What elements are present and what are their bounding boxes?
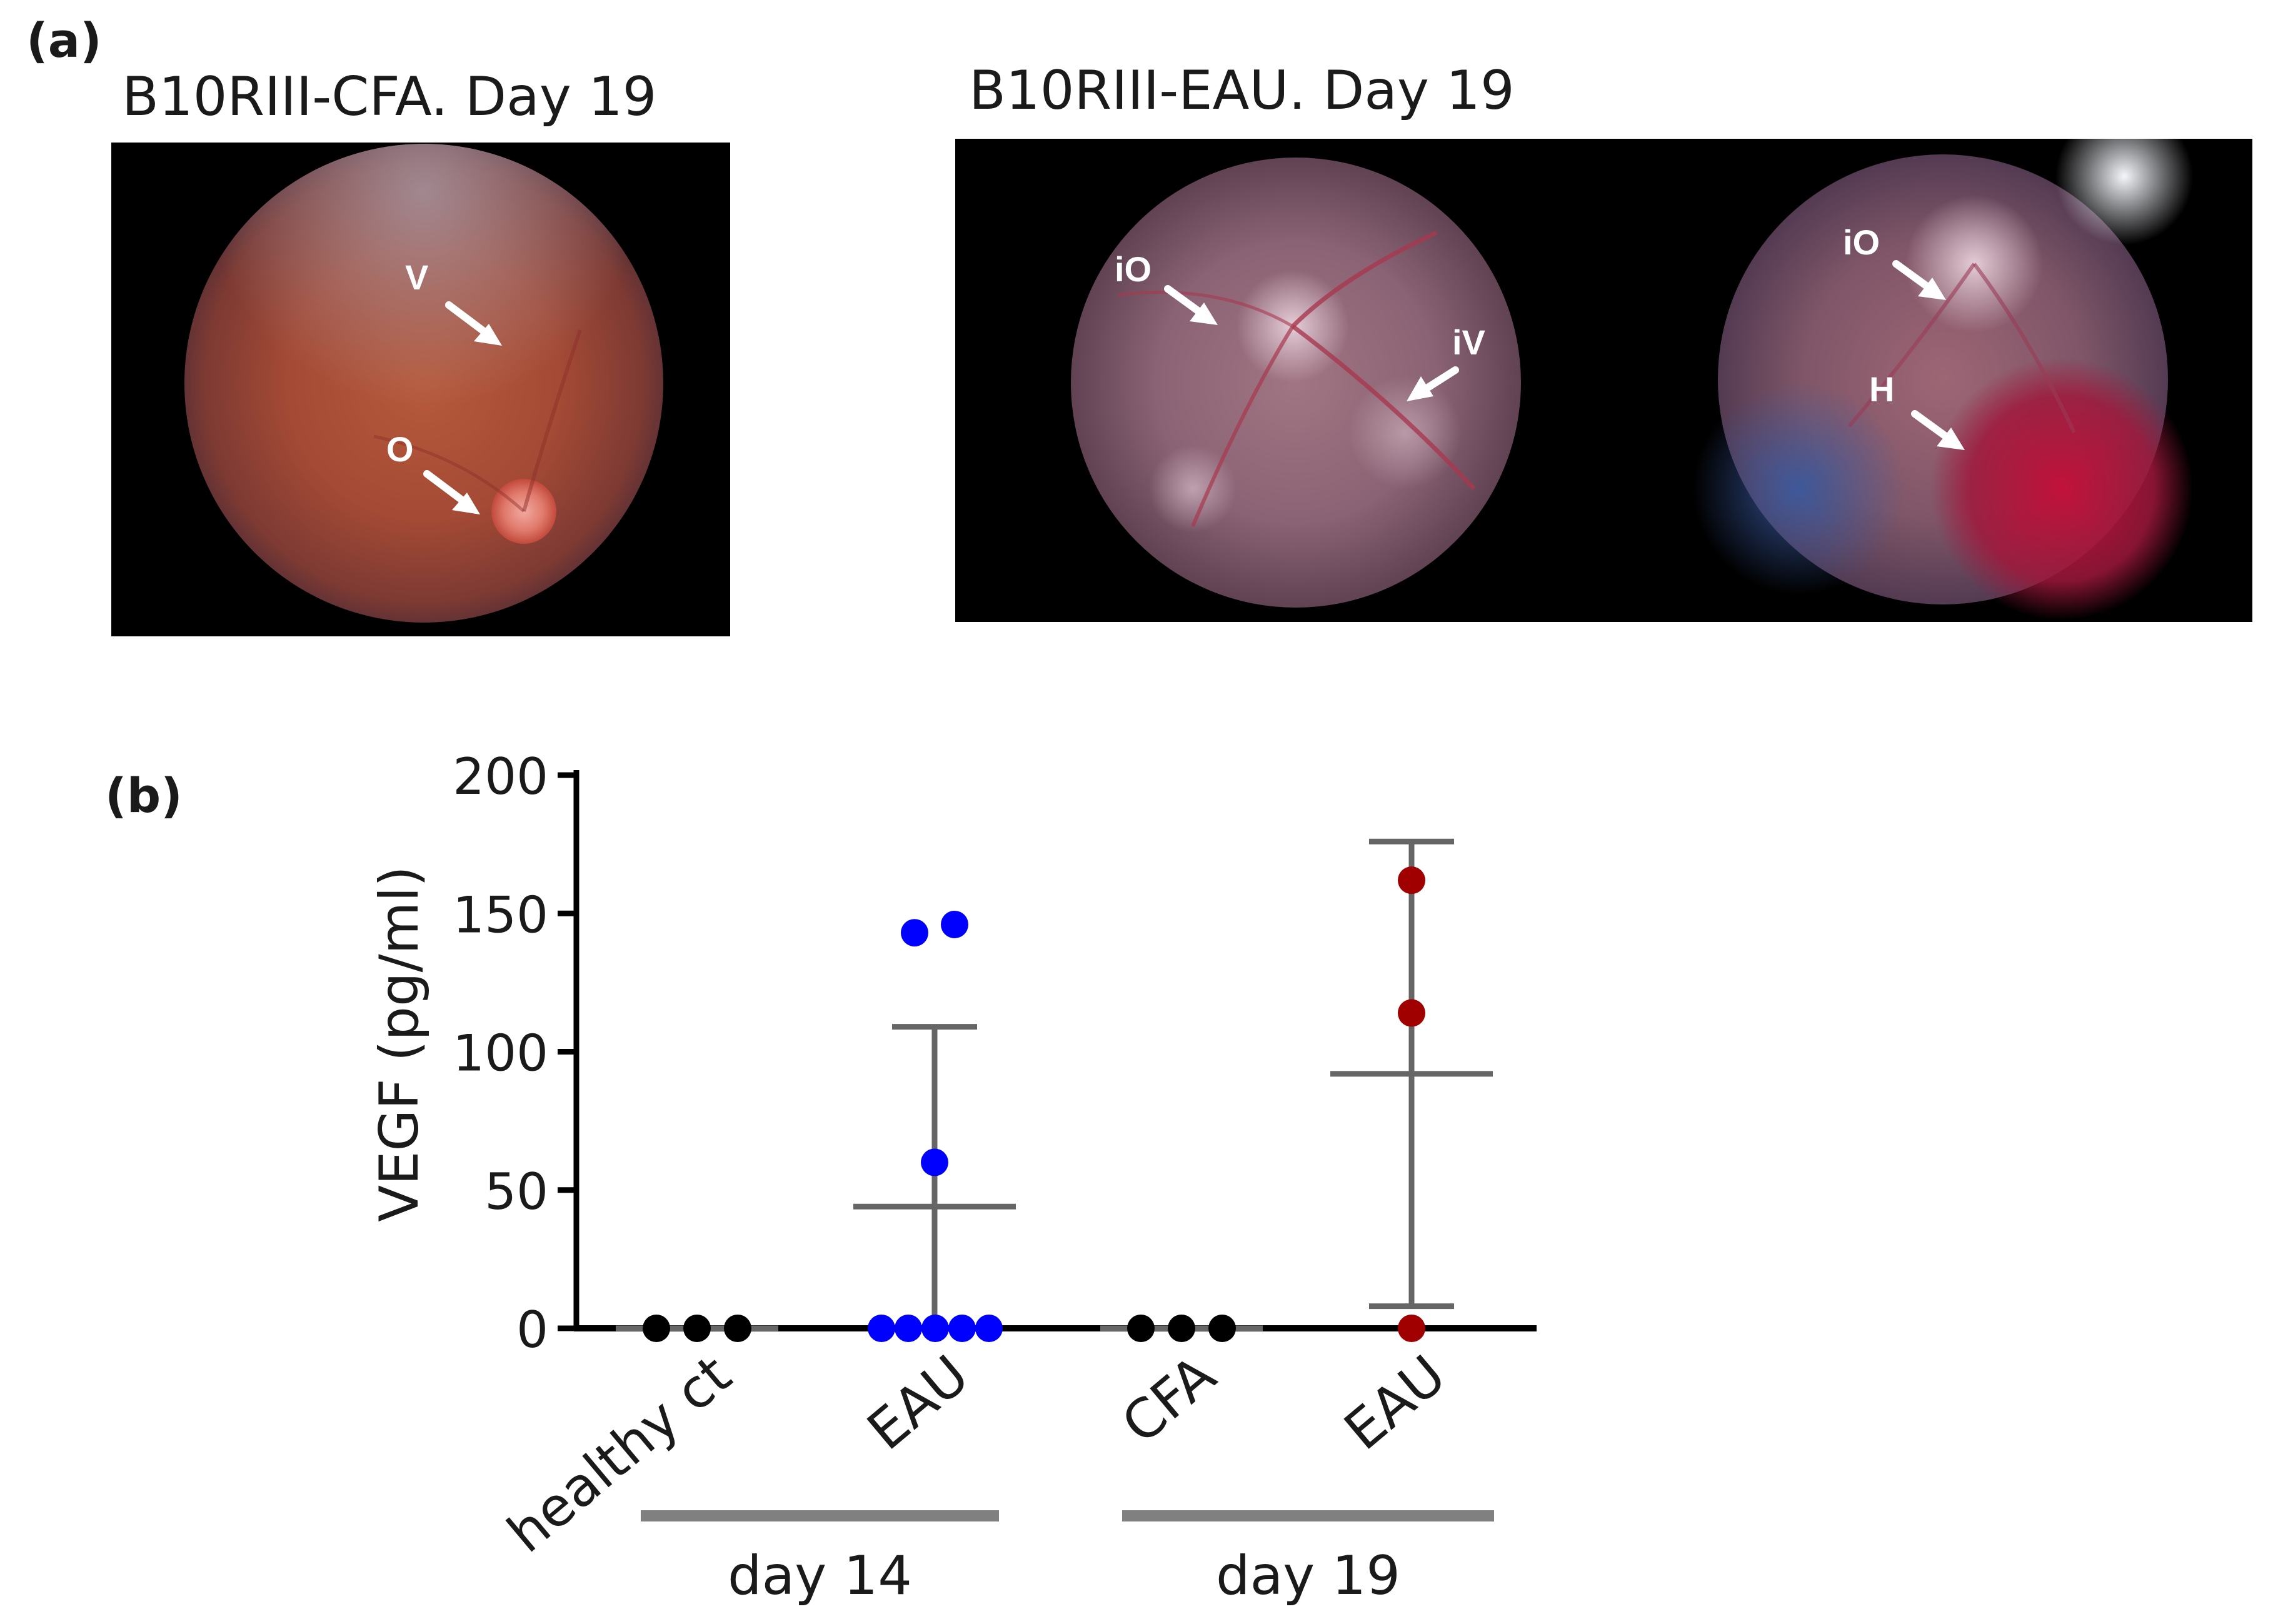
y-tick-label: 150 xyxy=(453,886,548,944)
marker-iv: iV xyxy=(1452,323,1485,362)
cfa-image-title: B10RIII-CFA. Day 19 xyxy=(122,66,657,128)
arrow-icon xyxy=(1407,376,1433,401)
arrow-icon xyxy=(452,493,480,514)
panel-a-label: (a) xyxy=(26,13,102,68)
y-axis-label: VEGF (pg/ml) xyxy=(368,866,431,1222)
data-point xyxy=(895,1315,922,1342)
fundus-image-eau: iO iV iO H xyxy=(955,139,2252,622)
data-point xyxy=(1398,999,1425,1027)
marker-o: O xyxy=(386,429,414,469)
marker-h: H xyxy=(1869,369,1894,409)
data-point xyxy=(975,1315,1003,1342)
marker-io-1: iO xyxy=(1115,249,1152,289)
data-point xyxy=(921,1148,948,1176)
data-points xyxy=(643,866,1425,1342)
category-label: CFA xyxy=(1110,1343,1227,1456)
data-point xyxy=(948,1315,976,1342)
arrow-icon xyxy=(1190,303,1218,325)
data-point xyxy=(868,1315,895,1342)
fundus-photo-cfa: V O xyxy=(184,144,663,623)
data-point xyxy=(1398,1315,1425,1342)
data-point xyxy=(1127,1315,1155,1342)
data-point xyxy=(941,910,968,938)
arrow-icon xyxy=(474,324,502,346)
y-axis: 0 50 100 150 200 xyxy=(453,748,580,1359)
fundus-photo-eau: iO iV iO H xyxy=(1071,139,2193,620)
marker-io-2: iO xyxy=(1843,223,1880,262)
error-bars xyxy=(616,838,1493,1331)
y-tick-label: 100 xyxy=(453,1025,548,1083)
panel-b-label: (b) xyxy=(105,768,183,823)
data-point xyxy=(1168,1315,1195,1342)
category-label: healthy ct xyxy=(496,1343,743,1565)
data-point xyxy=(643,1315,670,1342)
y-tick-label: 200 xyxy=(453,748,548,806)
data-point xyxy=(921,1315,949,1342)
data-point xyxy=(724,1315,751,1342)
group-label: day 19 xyxy=(1216,1545,1400,1607)
arrow-icon xyxy=(1918,278,1946,300)
data-point xyxy=(901,919,928,947)
group-label: day 14 xyxy=(728,1545,912,1607)
data-point xyxy=(683,1315,711,1342)
eau-image-title: B10RIII-EAU. Day 19 xyxy=(969,59,1515,122)
fundus-image-cfa: V O xyxy=(111,143,730,636)
data-point xyxy=(1208,1315,1236,1342)
category-label: EAU xyxy=(856,1343,980,1462)
data-point xyxy=(1398,866,1425,895)
category-labels: healthy ct EAU CFA EAU xyxy=(496,1343,1458,1565)
marker-v: V xyxy=(405,258,428,297)
group-brackets: day 14 day 19 xyxy=(641,1510,1494,1607)
category-label: EAU xyxy=(1333,1343,1457,1462)
y-tick-label: 50 xyxy=(484,1163,548,1221)
arrow-icon xyxy=(1937,428,1965,450)
y-tick-label: 0 xyxy=(516,1301,548,1359)
